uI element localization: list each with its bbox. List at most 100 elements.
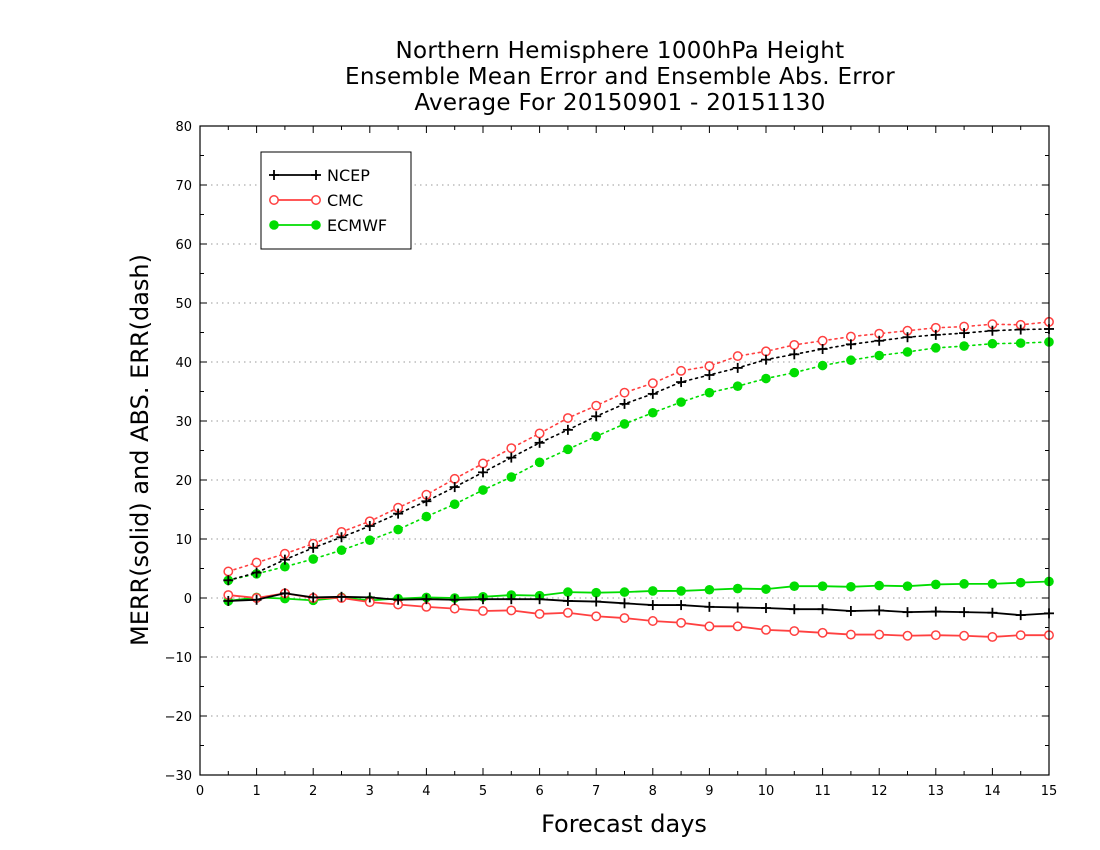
cmc-abs-error-point (506, 443, 517, 454)
ecmwf-mean-error-point (732, 583, 743, 594)
y-tick-label: 40 (175, 356, 192, 371)
y-tick-label: 30 (175, 415, 192, 430)
ncep-abs-error-point (364, 521, 375, 532)
cmc-abs-error-point (704, 361, 715, 372)
ecmwf-mean-error-point (648, 586, 658, 596)
y-axis-title: MERR(solid) and ABS. ERR(dash) (126, 254, 154, 646)
ncep-abs-error-point (251, 567, 262, 578)
ncep-mean-error-point (874, 605, 885, 616)
ecmwf-abs-error-point (902, 347, 913, 357)
cmc-abs-error-point (223, 566, 234, 577)
y-tick-label: 20 (175, 474, 192, 489)
cmc-abs-error-point (478, 458, 488, 469)
ecmwf-mean-error-point (902, 581, 913, 591)
ecmwf-mean-error-point (563, 587, 573, 597)
ecmwf-abs-error-point (591, 431, 601, 442)
cmc-abs-error-point (761, 346, 771, 357)
ncep-mean-error-point (308, 592, 319, 603)
x-tick-label: 12 (871, 784, 888, 799)
ecmwf-abs-error-point (761, 373, 771, 384)
ncep-mean-error-point (647, 600, 658, 611)
legend-label-cmc: CMC (327, 191, 363, 210)
legend-marker-ncep (269, 170, 279, 180)
cmc-mean-error-point (534, 608, 545, 619)
ecmwf-mean-error-point (676, 586, 686, 596)
cmc-abs-error-point (647, 378, 658, 389)
x-tick-label: 11 (814, 784, 831, 799)
ncep-abs-error-point (704, 369, 715, 380)
ncep-mean-error-point (364, 592, 375, 603)
ncep-abs-error-line (227, 328, 1050, 582)
cmc-mean-error-point (619, 613, 630, 624)
ecmwf-mean-error-point (846, 581, 856, 592)
ncep-mean-error-point (393, 594, 404, 605)
cmc-mean-error-point (562, 607, 573, 618)
ecmwf-abs-error-point (336, 545, 347, 556)
ecmwf-abs-error-point (449, 499, 460, 509)
ncep-abs-error-point (1015, 324, 1026, 335)
x-tick-label: 9 (705, 784, 713, 799)
series-ncep (223, 323, 1054, 621)
ecmwf-mean-error-point (619, 587, 630, 597)
ecmwf-mean-error-point (987, 579, 998, 589)
chart-title-line-1: Northern Hemisphere 1000hPa Height (395, 38, 845, 64)
cmc-mean-error-point (1015, 630, 1026, 641)
cmc-mean-error-line (228, 592, 1049, 638)
legend-marker-ecmwf (311, 220, 321, 230)
cmc-mean-error-point (817, 627, 828, 638)
ecmwf-abs-error-point (534, 457, 545, 468)
series-ecmwf (223, 337, 1054, 606)
cmc-mean-error-point (676, 617, 687, 628)
cmc-mean-error-point (506, 605, 517, 616)
ncep-mean-error-point (845, 605, 856, 616)
x-tick-label: 0 (196, 784, 204, 799)
ecmwf-abs-error-point (846, 355, 856, 366)
ecmwf-mean-error-point (789, 581, 800, 591)
ncep-mean-error-point (336, 591, 347, 602)
cmc-mean-error-point (704, 621, 715, 632)
ncep-abs-error-point (506, 452, 517, 463)
ncep-mean-error-point (421, 594, 432, 605)
ecmwf-mean-error-line (228, 580, 1050, 602)
cmc-mean-error-point (591, 611, 602, 622)
ecmwf-abs-error-point (365, 535, 375, 545)
cmc-mean-error-point (449, 603, 460, 614)
cmc-mean-error-point (647, 616, 658, 626)
ecmwf-abs-error-point (421, 511, 432, 522)
ncep-mean-error-point (251, 594, 262, 605)
cmc-mean-error-point (789, 626, 800, 636)
y-tick-label: −20 (165, 710, 192, 725)
ncep-abs-error-point (223, 575, 234, 586)
ncep-mean-error-point (761, 603, 771, 614)
cmc-mean-error-point (732, 621, 743, 632)
legend-label-ncep: NCEP (327, 166, 370, 185)
ncep-mean-error-point (704, 601, 715, 612)
series-cmc (223, 316, 1054, 642)
ncep-mean-error-point (959, 607, 970, 618)
ncep-mean-error-point (591, 596, 602, 607)
ecmwf-abs-error-point (648, 407, 658, 418)
ncep-abs-error-point (987, 325, 998, 336)
cmc-mean-error-point (930, 630, 941, 641)
legend-marker-ncep (311, 170, 321, 180)
ecmwf-abs-error-point (506, 472, 517, 482)
ncep-mean-error-line (228, 592, 1050, 617)
ncep-abs-error-point (619, 398, 630, 409)
ecmwf-abs-error-point (987, 338, 998, 349)
cmc-abs-error-point (817, 335, 828, 346)
ecmwf-mean-error-point (1015, 577, 1026, 588)
ncep-mean-error-point (223, 595, 234, 606)
cmc-mean-error-point (959, 630, 970, 641)
ncep-abs-error-point (845, 339, 856, 350)
ecmwf-abs-error-point (789, 367, 800, 378)
ecmwf-abs-error-point (280, 561, 290, 572)
ncep-abs-error-point (534, 437, 545, 448)
y-tick-label: 80 (175, 120, 192, 135)
ncep-abs-error-point (874, 335, 885, 346)
ecmwf-abs-error-point (931, 343, 941, 353)
ncep-abs-error-point (308, 542, 319, 553)
ecmwf-abs-error-point (732, 381, 743, 391)
ncep-mean-error-point (506, 594, 517, 605)
ecmwf-abs-error-point (393, 524, 403, 535)
